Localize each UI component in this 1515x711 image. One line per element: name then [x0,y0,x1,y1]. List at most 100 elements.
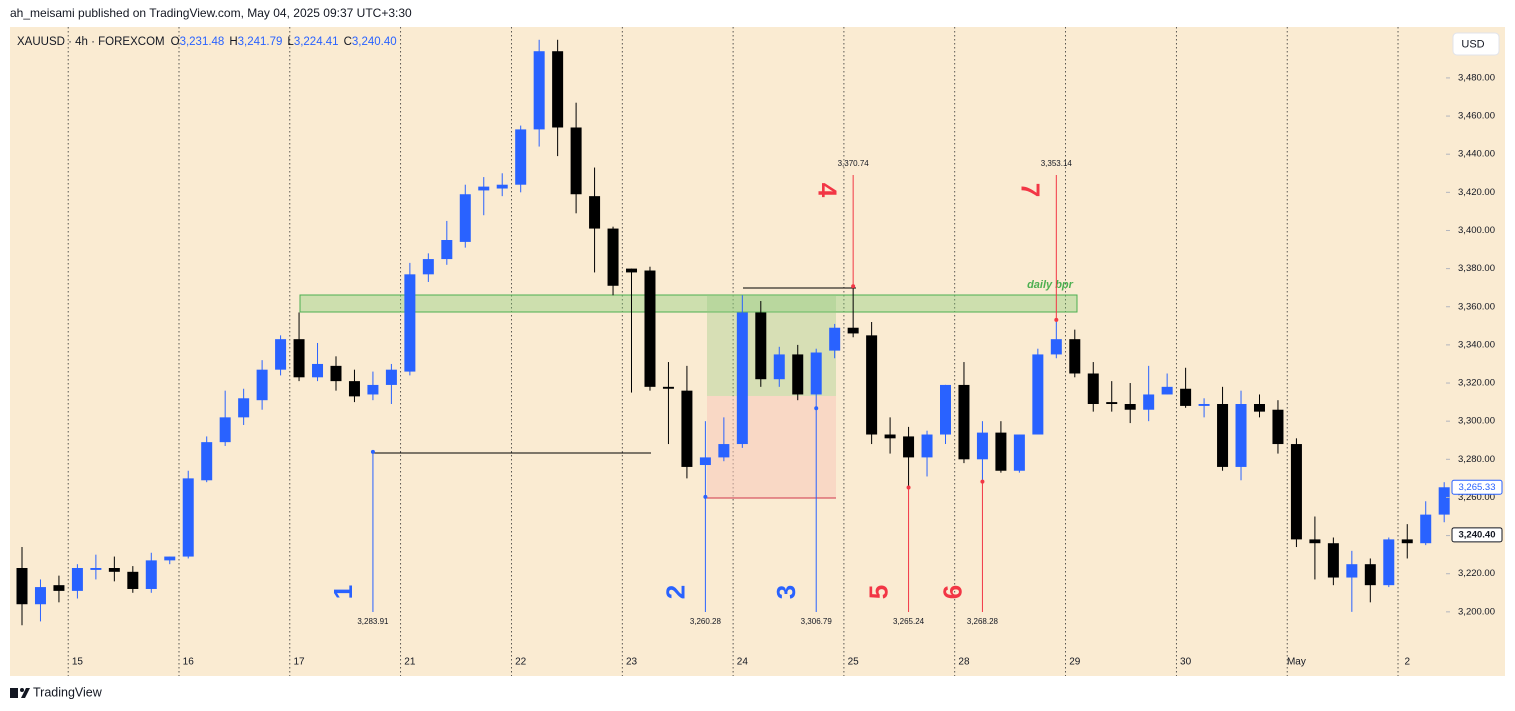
x-tick-label: 21 [404,657,416,668]
y-tick-label: 3,420.00 [1458,187,1495,198]
y-tick-label: 3,440.00 [1458,149,1495,160]
candle-body [1346,564,1358,578]
marker-point [906,485,911,490]
candle-body [1143,394,1155,410]
y-tick-label: 3,260.00 [1458,492,1495,503]
marker-price: 3,353.14 [1041,159,1073,168]
candle-body [1124,404,1136,410]
y-tick-label: 3,200.00 [1458,606,1495,617]
ohlc-key: L [287,36,294,48]
candle-body [958,384,970,460]
marker-number: 2 [660,585,690,599]
ohlc-value: 3,240.40 [352,36,397,48]
x-tick-label: May [1287,657,1306,668]
candle-body [644,270,656,387]
candle-body [755,312,767,380]
marker-number: 7 [1015,183,1045,197]
marker-number: 4 [812,183,842,198]
candle-body [1161,386,1173,395]
candle-body [478,186,490,191]
marker-point [370,449,375,454]
candle-body [847,327,859,334]
y-tick-label: 3,300.00 [1458,416,1495,427]
candle-body [16,568,28,605]
price-label: 3,265.33 [1459,482,1496,493]
candle-body [441,240,453,260]
candle-body [792,354,804,395]
y-tick-label: 3,460.00 [1458,111,1495,122]
candle-body [662,386,674,389]
marker-number: 5 [863,585,893,599]
ohlc-key: O [171,36,180,48]
markers: 3,283.91 1 3,260.28 2 3,306.79 3 3,370.74 4 3,26… [328,159,1073,626]
candle-body [1198,404,1210,406]
price-label-box [1451,479,1503,495]
x-tick-label: 30 [1180,657,1192,668]
marker-point [703,494,708,499]
candle-body [1013,434,1025,471]
candle-body [1420,514,1432,544]
marker-price: 3,268.28 [967,617,999,626]
candle-body [496,184,508,189]
marker-price: 3,283.91 [357,617,389,626]
candle-body [53,585,65,591]
currency-button[interactable] [1452,32,1500,56]
marker-price: 3,370.74 [838,159,870,168]
symbol: XAUUSD · 4h · FOREXCOM [17,36,165,48]
candle-body [275,339,287,370]
y-tick-label: 3,380.00 [1458,263,1495,274]
y-tick-label: 3,320.00 [1458,378,1495,389]
price-label: 3,240.40 [1459,529,1496,540]
candle-body [293,339,305,378]
x-tick-label: 28 [958,657,970,668]
candle-body [515,129,527,185]
x-tick-label: 15 [72,657,84,668]
candle-body [1106,402,1118,405]
publisher-line: ah_meisami published on TradingView.com,… [10,6,412,20]
candle-body [238,398,250,418]
y-tick-label: 3,340.00 [1458,339,1495,350]
candle-body [330,365,342,382]
candle-body [459,194,471,242]
candle-body [164,556,176,561]
candle-body [1253,404,1265,412]
bpr-zone [299,294,1078,313]
marker-number: 6 [937,585,967,599]
candle-body [884,434,896,439]
candle-body [1383,539,1395,586]
candle-body [1364,564,1376,586]
candle-body [773,354,785,380]
ohlc-value: 3,241.79 [238,36,283,48]
candle-body [145,560,157,589]
candle-body [940,384,951,435]
x-tick-label: 23 [626,657,638,668]
candle-body [1235,404,1247,467]
marker-price: 3,260.28 [690,617,722,626]
candle-body [699,457,711,466]
candle-body [219,417,231,443]
marker-point [851,284,856,289]
candle-body [681,390,693,467]
marker-price: 3,265.24 [893,617,925,626]
marker-number: 1 [328,585,358,599]
candle-body [182,478,194,557]
candle-body [736,312,748,445]
ohlc-value: 3,224.41 [294,36,339,48]
candle-body [1401,539,1413,544]
candle-body [1309,539,1321,544]
candle-body [718,444,730,458]
ohlc-value: 3,231.48 [180,36,225,48]
currency[interactable]: USD [1461,38,1484,50]
candle-body [1032,354,1044,435]
candle-body [1180,388,1192,406]
candle-body [866,335,878,435]
candle-body [108,568,120,572]
candle-body [1217,404,1229,467]
candle-body [312,363,324,378]
candle-body [127,571,139,589]
x-tick-label: 16 [183,657,195,668]
y-tick-label: 3,400.00 [1458,225,1495,236]
grid: 15 16 17 21 22 23 24 25 28 29 30 May 2 [67,27,1410,676]
ohlc-legend: O 3,231.48 H 3,241.79 L 3,224.41 C 3,240.40 [171,36,397,48]
